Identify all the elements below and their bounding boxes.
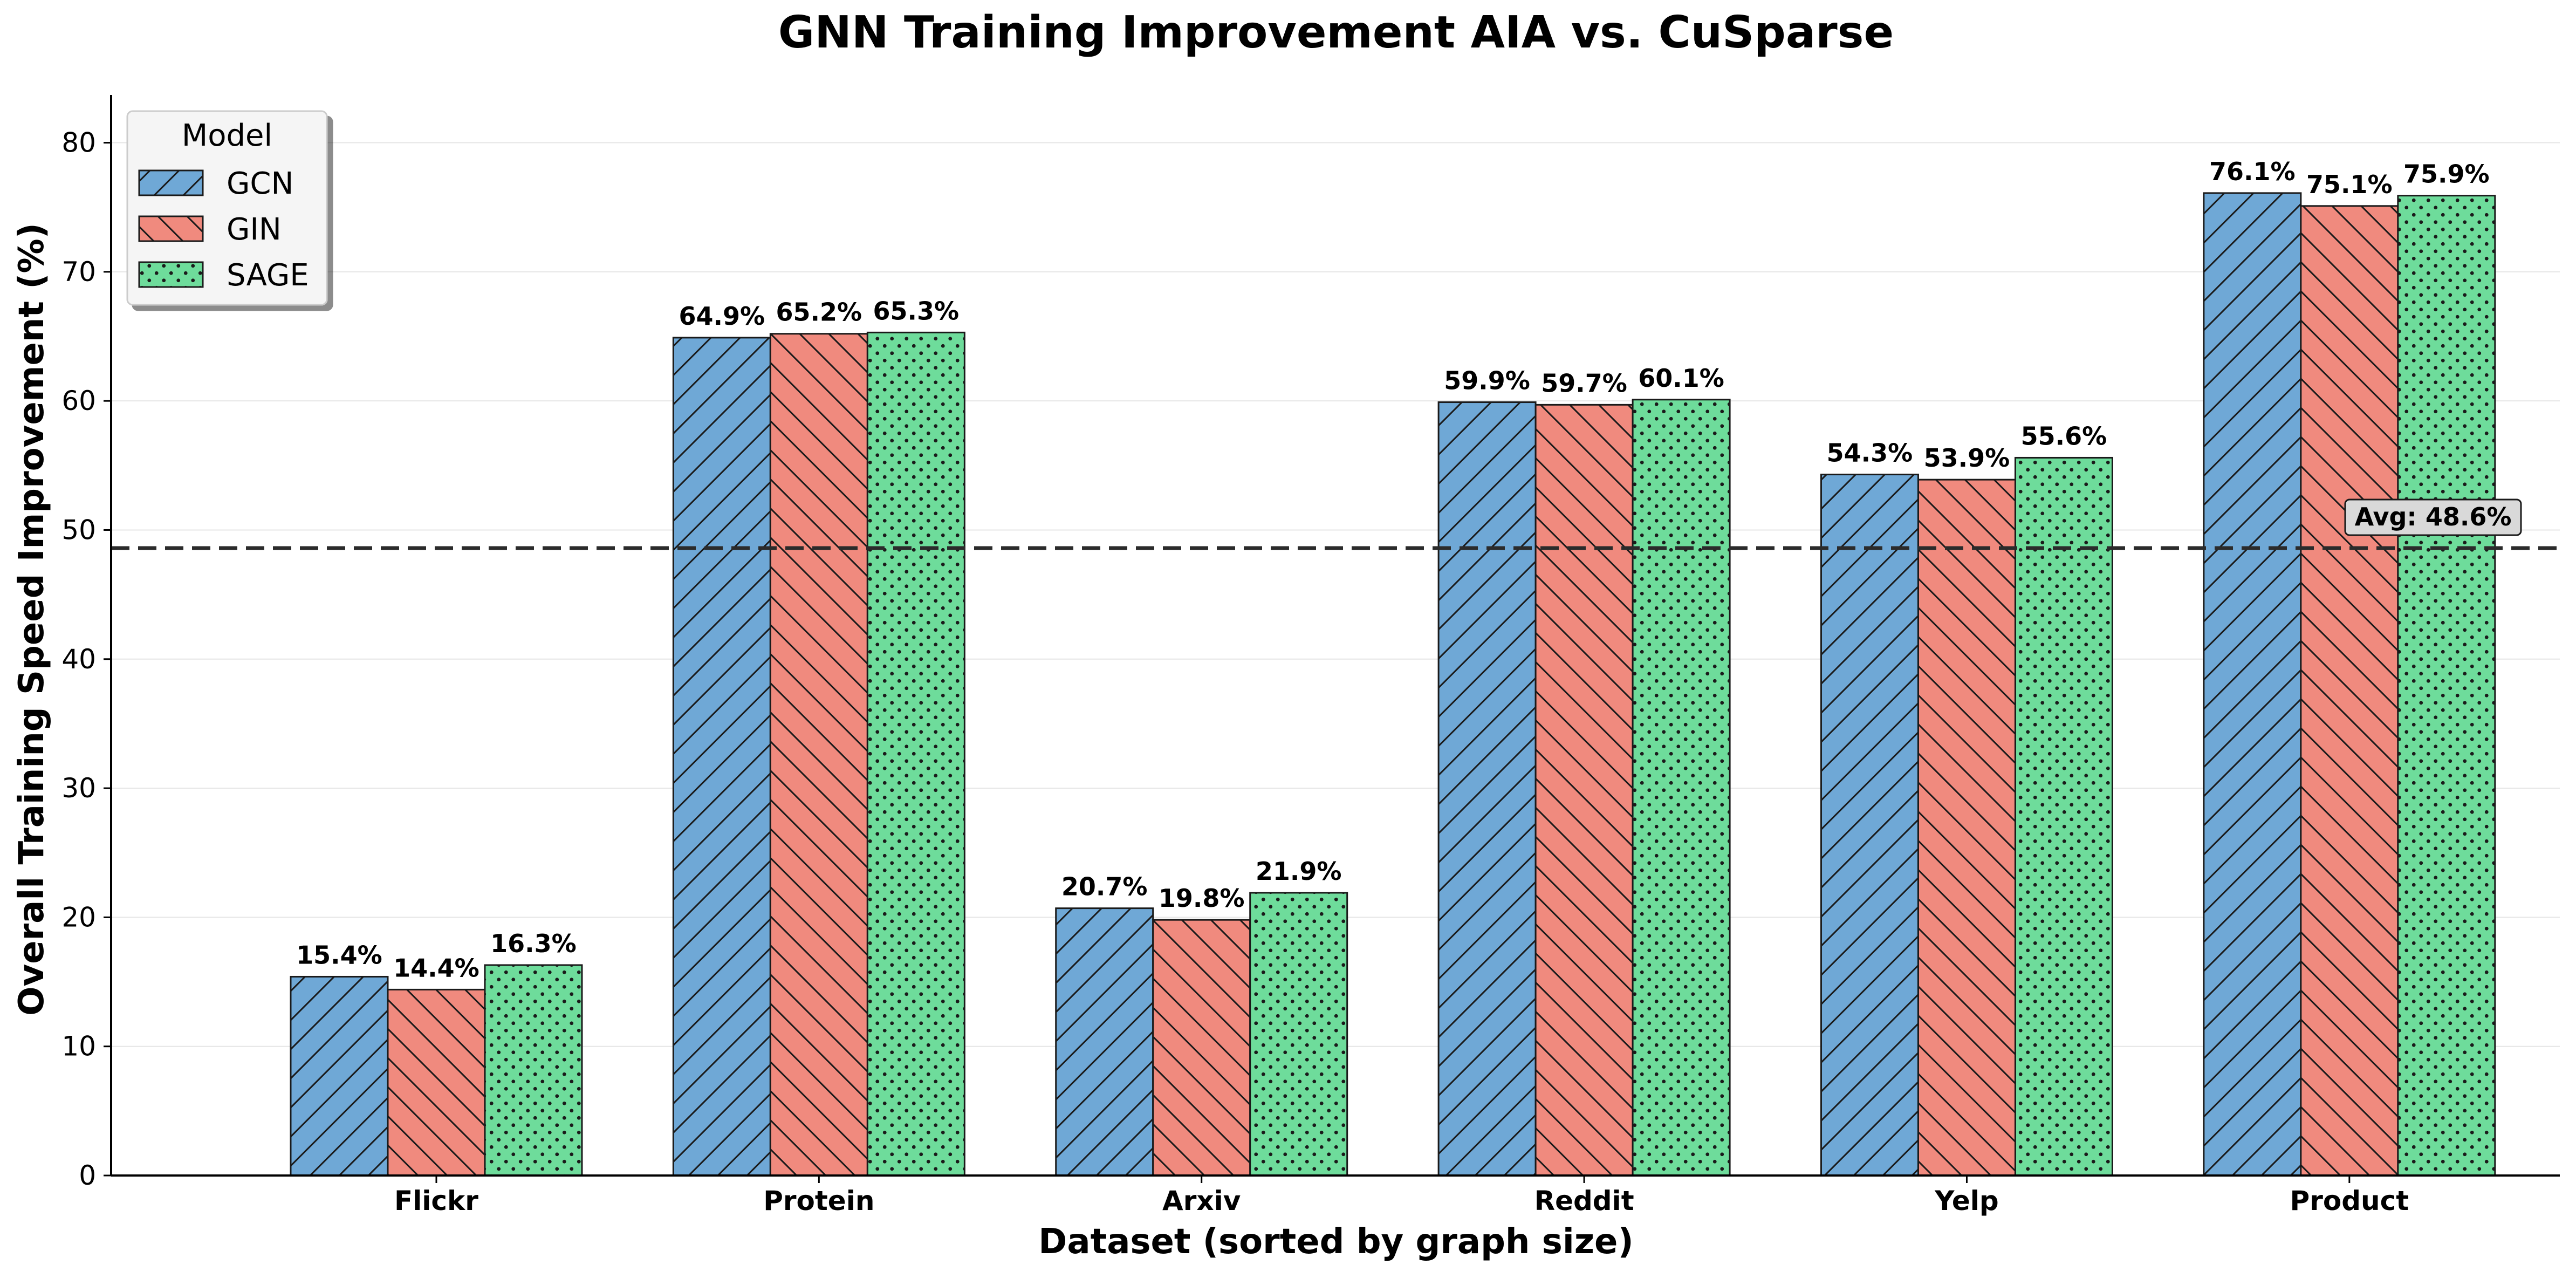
y-tick-label: 30	[61, 773, 96, 804]
bar-gcn-yelp	[1820, 474, 1919, 1177]
average-reference: Avg: 48.6%	[111, 498, 2560, 550]
average-label-box	[2344, 498, 2522, 536]
legend-swatch-gin	[138, 215, 204, 242]
value-label: 15.4%	[296, 940, 382, 969]
y-tick-label: 20	[61, 901, 96, 933]
bar-gcn-product	[2203, 192, 2302, 1177]
y-tick-label: 80	[61, 127, 96, 159]
value-label: 19.8%	[1159, 884, 1245, 913]
x-tick-label: Product	[2290, 1185, 2409, 1217]
x-tick-label: Arxiv	[1162, 1185, 1241, 1217]
legend-label-sage: SAGE	[227, 258, 309, 293]
value-label: 75.1%	[2306, 170, 2393, 199]
legend-frame	[126, 110, 328, 306]
y-tick-label: 70	[61, 256, 96, 288]
value-label: 53.9%	[1924, 443, 2010, 473]
x-axis-label: Dataset (sorted by graph size)	[1038, 1222, 1633, 1262]
legend-swatch-sage	[138, 261, 204, 288]
value-label: 60.1%	[1638, 364, 1724, 393]
bar-gcn-arxiv	[1055, 907, 1154, 1177]
axes	[110, 95, 2560, 1177]
x-tick-label: Reddit	[1534, 1185, 1634, 1217]
x-tick-label: Yelp	[1934, 1185, 1998, 1217]
value-label: 75.9%	[2403, 160, 2490, 189]
bar-gin-product	[2300, 205, 2399, 1177]
y-tick-label: 0	[79, 1160, 96, 1191]
legend-label-gcn: GCN	[227, 166, 293, 201]
bar-gin-reddit	[1534, 404, 1634, 1177]
value-label: 59.9%	[1444, 366, 1530, 395]
grid	[111, 142, 2560, 1047]
value-labels: 15.4% 64.9% 20.7% 59.9% 54.3% 76.1% 14.4% 65.2%…	[296, 157, 2489, 983]
value-label: 54.3%	[1827, 439, 1913, 468]
y-axis-label: Overall Training Speed Improvement (%)	[12, 223, 52, 1016]
bar-gin-flickr	[387, 988, 486, 1177]
ticks: 0 10 20 30 40 50 60 70 80 Flickr Protein Arxiv Reddi…	[61, 127, 2409, 1217]
x-tick-label: Protein	[763, 1185, 874, 1217]
value-label: 55.6%	[2021, 421, 2107, 450]
legend-label-gin: GIN	[227, 212, 282, 247]
bar-gcn-protein	[672, 337, 771, 1177]
bar-gcn-flickr	[290, 975, 389, 1177]
bars	[290, 192, 2496, 1177]
y-tick-label: 10	[61, 1031, 96, 1062]
bar-sage-yelp	[2014, 456, 2113, 1177]
x-tick-label: Flickr	[394, 1185, 478, 1217]
legend-entries: GCN GIN SAGE	[138, 166, 309, 293]
bar-sage-flickr	[484, 964, 583, 1177]
legend-swatch-gcn	[138, 169, 204, 196]
value-label: 14.4%	[393, 953, 479, 982]
value-label: 20.7%	[1061, 872, 1148, 901]
bar-sage-protein	[866, 331, 965, 1177]
bar-sage-arxiv	[1249, 892, 1348, 1177]
bar-sage-product	[2397, 195, 2496, 1177]
y-tick-label: 40	[61, 644, 96, 675]
bar-sage-reddit	[1632, 399, 1731, 1177]
bar-gin-yelp	[1917, 479, 2016, 1177]
value-label: 65.2%	[776, 298, 862, 327]
bar-gin-arxiv	[1152, 919, 1251, 1177]
bar-gcn-reddit	[1437, 401, 1537, 1177]
value-label: 21.9%	[1256, 857, 1342, 886]
legend-title: Model	[182, 118, 272, 153]
y-tick-label: 50	[61, 514, 96, 545]
y-tick-label: 60	[61, 385, 96, 416]
value-label: 76.1%	[2209, 157, 2296, 186]
value-label: 65.3%	[873, 296, 960, 325]
average-label: Avg: 48.6%	[2355, 502, 2512, 531]
value-label: 59.7%	[1541, 368, 1627, 398]
legend: Model GCN GIN SAGE	[126, 110, 328, 306]
value-label: 16.3%	[490, 929, 577, 958]
value-label: 64.9%	[679, 302, 765, 331]
bar-gin-protein	[769, 333, 868, 1177]
chart-title: GNN Training Improvement AIA vs. CuSpars…	[778, 7, 1894, 58]
